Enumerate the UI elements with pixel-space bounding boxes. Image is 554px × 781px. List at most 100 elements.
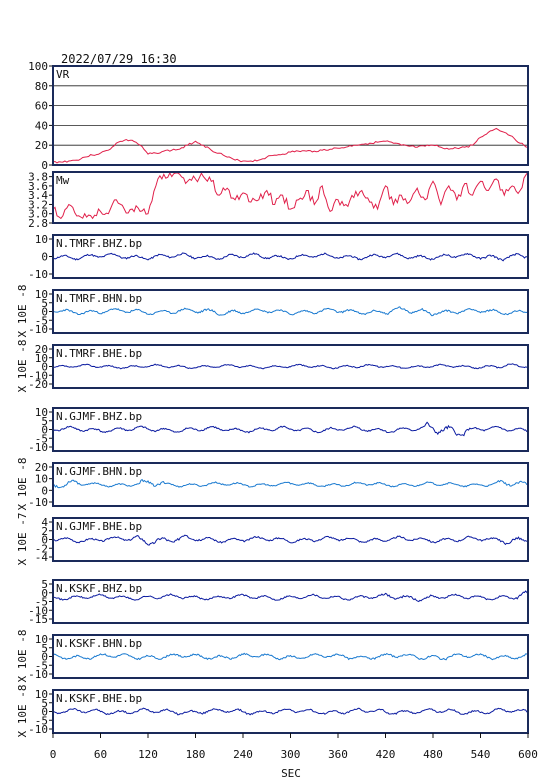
y-tick-label: -10 [28,496,48,509]
y-tick-label: -10 [28,604,48,617]
y-tick-label: -10 [28,369,48,382]
panel-frame [52,579,529,624]
y-tick-label: 5 [41,415,48,428]
channel-label: N.KSKF.BHE.bp [56,692,142,705]
x-tick-label: 540 [471,748,491,761]
y-tick-label: 40 [35,119,48,132]
channel-label: N.GJMF.BHE.bp [56,520,142,533]
channel-label: N.KSKF.BHN.bp [56,637,142,650]
panel-7: 420-2-4 N.GJMF.BHE.bp [35,516,529,564]
y-tick-label: 10 [35,688,48,701]
y-tick-label: 5 [41,697,48,710]
y-tick-label: -10 [28,668,48,681]
y-scale-label: X 10E -8 [16,340,29,393]
series-line [52,707,529,716]
series-line [52,127,529,164]
x-axis-label: SEC [281,767,301,780]
panel-frame [52,65,529,166]
y-tick-label: 0 [41,424,48,437]
series-line [52,590,529,603]
y-tick-label: -5 [35,714,48,727]
y-tick-label: -15 [28,613,48,626]
panel-8: 50-5-10-15 N.KSKF.BHZ.bp [28,578,529,626]
y-tick-label: 3.8 [28,171,48,184]
series-line [52,171,529,220]
series-line [52,363,529,370]
y-tick-label: -5 [35,314,48,327]
series-line [52,534,528,546]
y-tick-label: 5 [41,642,48,655]
y-scale-label: X 10E -8 [16,630,29,683]
y-tick-label: 4 [41,516,48,529]
y-tick-label: 100 [28,60,48,73]
y-scale-label: X 10E -8 [16,285,29,338]
y-tick-label: 0 [41,361,48,374]
panel-stack: 100806040200VR3.83.63.43.23.02.8Mw100-10… [16,60,529,738]
x-tick-label: 120 [138,748,158,761]
y-tick-label: 0 [41,159,48,172]
y-tick-label: 3.2 [28,198,48,211]
panel-frame [52,517,529,562]
x-tick-label: 240 [233,748,253,761]
y-tick-label: -5 [35,659,48,672]
channel-label: N.GJMF.BHN.bp [56,465,142,478]
y-tick-label: 20 [35,461,48,474]
y-tick-label: 10 [35,288,48,301]
panel-2: 10 0 -10 N.TMRF.BHZ.bp [28,233,529,281]
series-line [52,306,529,317]
y-tick-label: -10 [28,441,48,454]
panel-1: 3.83.63.43.23.02.8 Mw [28,171,529,230]
y-tick-label: 3.4 [28,189,48,202]
y-scale-label: X 10E -7 [16,513,29,566]
y-tick-label: 2 [41,525,48,538]
channel-label: N.TMRF.BHZ.bp [56,237,142,250]
y-tick-label: 3.6 [28,180,48,193]
panel-frame [52,407,529,452]
y-tick-label: -20 [28,378,48,391]
y-tick-label: 5 [41,297,48,310]
channel-label: N.GJMF.BHZ.bp [56,410,142,423]
channel-label: Mw [56,174,70,187]
panel-frame [52,289,529,334]
y-tick-label: -2 [35,542,48,555]
series-line [52,652,529,661]
x-tick-label: 600 [518,748,538,761]
panel-frame [52,234,529,279]
x-tick-label: 180 [186,748,206,761]
figure-title: 2022/07/29 16:30 [61,52,177,66]
y-tick-label: 20 [35,139,48,152]
y-tick-label: -10 [28,268,48,281]
x-axis: 0 60 120 180 240 300 360 420 480 540 600 [50,733,538,761]
y-tick-label: 10 [35,406,48,419]
y-tick-label: 20 [35,343,48,356]
series-line [52,478,529,489]
y-scale-label: X 10E -8 [16,685,29,738]
y-tick-label: 10 [35,473,48,486]
y-tick-label: 5 [41,578,48,591]
y-tick-label: 10 [35,633,48,646]
y-scale-label: X 10E -8 [16,458,29,511]
panel-frame [52,634,529,679]
panel-frame [52,344,529,389]
x-tick-label: 300 [281,748,301,761]
x-tick-label: 420 [376,748,396,761]
series-line [52,421,529,437]
y-tick-label: -10 [28,323,48,336]
y-tick-label: 0 [41,306,48,319]
y-tick-label: 0 [41,651,48,664]
channel-label: N.KSKF.BHZ.bp [56,582,142,595]
y-tick-label: 0 [41,251,48,264]
y-tick-label: 0 [41,484,48,497]
y-tick-label: -10 [28,723,48,736]
y-tick-label: 0 [41,706,48,719]
y-tick-label: 10 [35,352,48,365]
channel-label: N.TMRF.BHN.bp [56,292,142,305]
panel-0: 100 80 60 40 20 0 VR [28,60,529,172]
